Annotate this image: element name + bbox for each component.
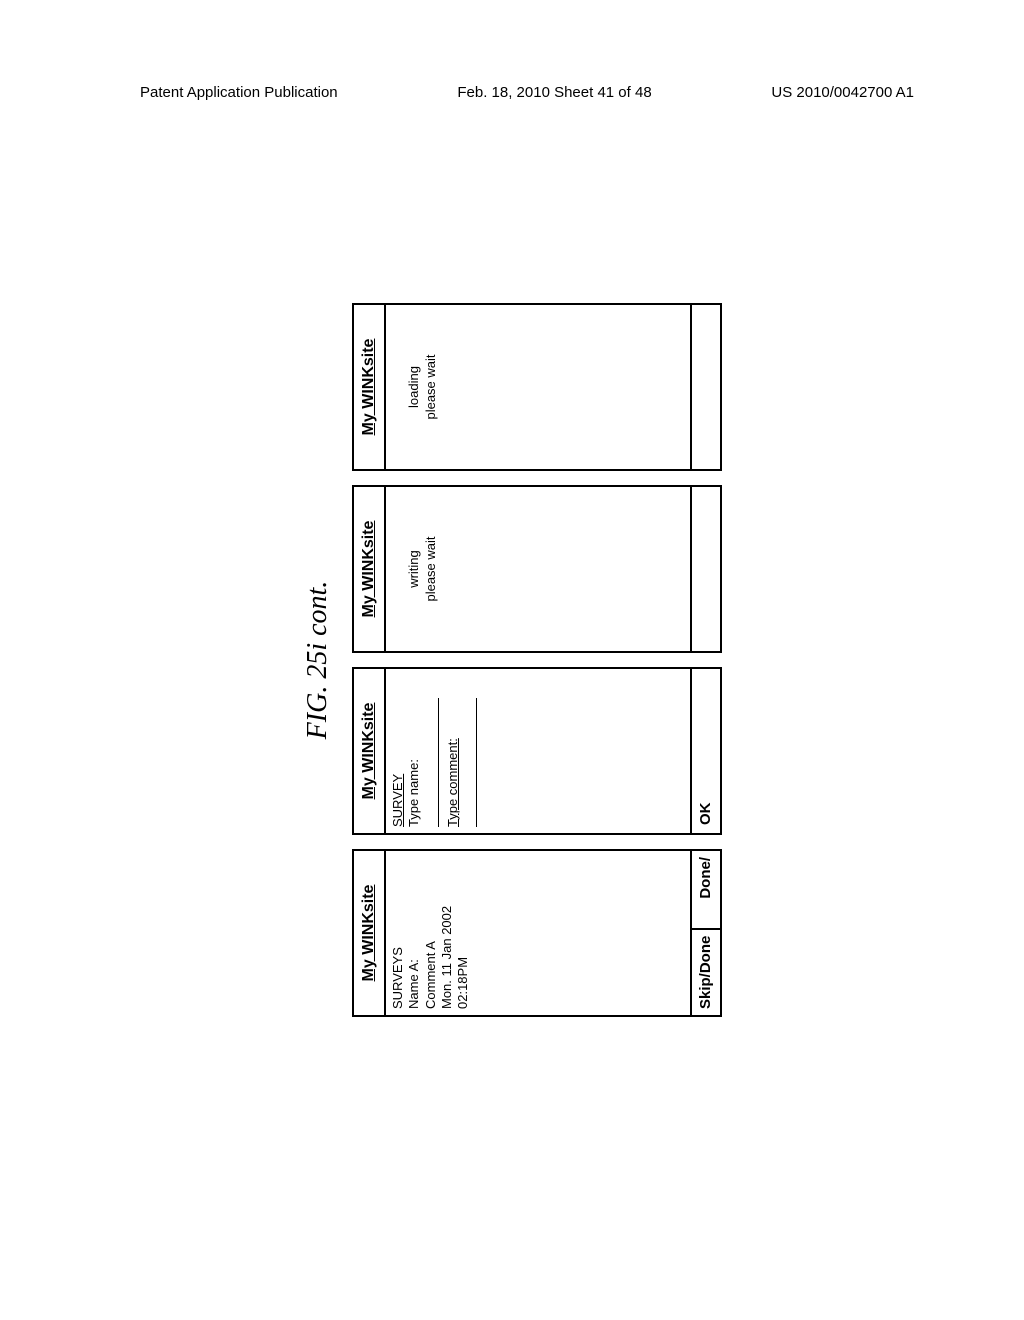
- survey-name-label: Name A:: [406, 857, 422, 1009]
- screen-title: My WINKsite: [354, 305, 386, 469]
- ok-button[interactable]: OK: [692, 795, 720, 834]
- survey-heading: SURVEYS: [390, 857, 406, 1009]
- screen-body: SURVEY Type name: Type comment:: [386, 669, 690, 833]
- screen-footer: OK: [690, 669, 720, 833]
- name-input[interactable]: [425, 698, 439, 827]
- page-header: Patent Application Publication Feb. 18, …: [0, 84, 1024, 101]
- status-line: please wait: [423, 354, 440, 419]
- screen-footer: Skip/Done Done/: [690, 851, 720, 1015]
- survey-time: 02:18PM: [455, 857, 471, 1009]
- screen-footer: [690, 487, 720, 651]
- footer-empty: [692, 635, 720, 651]
- comment-input[interactable]: [463, 698, 477, 827]
- type-comment-label: Type comment:: [445, 675, 461, 827]
- screen-body: writing please wait: [386, 487, 690, 651]
- mobile-screen: My WINKsite SURVEY Type name: Type comme…: [352, 667, 722, 835]
- done-button[interactable]: Done/: [692, 851, 720, 930]
- status-line: please wait: [423, 536, 440, 601]
- header-publication: Patent Application Publication: [140, 84, 338, 101]
- header-patent-number: US 2010/0042700 A1: [771, 84, 914, 101]
- screen-title: My WINKsite: [354, 851, 386, 1015]
- figure-container: FIG. 25i cont. My WINKsite SURVEYS Name …: [302, 303, 722, 1017]
- status-line: loading: [406, 366, 423, 408]
- figure-label: FIG. 25i cont.: [302, 303, 334, 1017]
- screen-title: My WINKsite: [354, 487, 386, 651]
- type-name-label: Type name:: [406, 675, 422, 827]
- mobile-screen: My WINKsite SURVEYS Name A: Comment A Mo…: [352, 849, 722, 1017]
- header-date-sheet: Feb. 18, 2010 Sheet 41 of 48: [457, 84, 651, 101]
- mobile-screen: My WINKsite writing please wait: [352, 485, 722, 653]
- screen-footer: [690, 305, 720, 469]
- survey-comment-label: Comment A: [423, 857, 439, 1009]
- mobile-screen: My WINKsite loading please wait: [352, 303, 722, 471]
- survey-date: Mon. 11 Jan 2002: [439, 857, 455, 1009]
- screens-row: My WINKsite SURVEYS Name A: Comment A Mo…: [352, 303, 722, 1017]
- screen-body: loading please wait: [386, 305, 690, 469]
- footer-empty: [692, 453, 720, 469]
- survey-heading: SURVEY: [390, 675, 406, 827]
- status-line: writing: [406, 550, 423, 588]
- skip-done-button[interactable]: Skip/Done: [692, 930, 720, 1015]
- screen-title: My WINKsite: [354, 669, 386, 833]
- screen-body: SURVEYS Name A: Comment A Mon. 11 Jan 20…: [386, 851, 690, 1015]
